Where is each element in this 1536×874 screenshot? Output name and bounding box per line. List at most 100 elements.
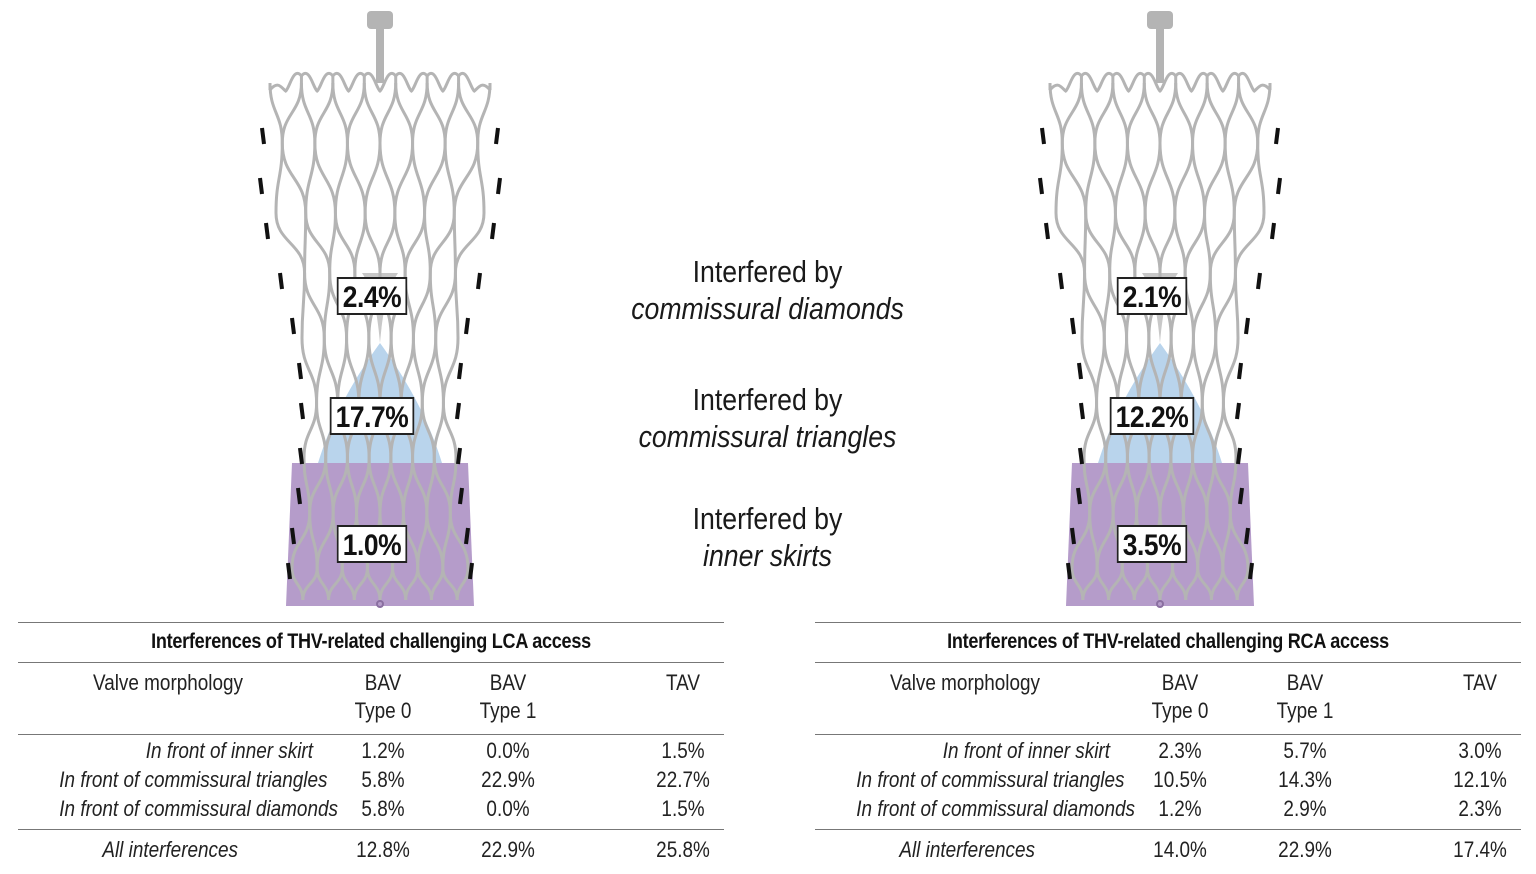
- strut: [304, 142, 317, 214]
- header-col-1: BAV Type 0: [1151, 670, 1209, 723]
- strut: [1095, 337, 1106, 404]
- total-value: 25.8%: [656, 837, 710, 862]
- outline-marker: [1236, 447, 1242, 465]
- table-header-rule: [18, 662, 724, 663]
- strut: [1179, 337, 1195, 404]
- strut: [333, 142, 349, 214]
- lca-table: Interferences of THV-related challenging…: [18, 622, 724, 866]
- strut: [441, 337, 460, 404]
- strut: [425, 457, 436, 514]
- strut: [423, 212, 432, 274]
- strut: [1214, 272, 1237, 339]
- header-valve-morphology: Valve morphology: [889, 670, 1041, 695]
- strut: [429, 567, 445, 601]
- row-label: In front of commissural triangles: [856, 767, 1125, 792]
- strut: [399, 337, 415, 404]
- strut: [300, 337, 319, 404]
- legend-skirts: Interfered by inner skirts: [623, 500, 911, 574]
- strut: [423, 142, 447, 214]
- outline-marker: [1274, 127, 1280, 145]
- row-value: 5.7%: [1283, 738, 1327, 763]
- table-total-rule: [18, 829, 724, 830]
- strut: [1158, 457, 1173, 514]
- legend-diamonds-term: commissural diamonds: [631, 291, 904, 326]
- row-value: 0.0%: [486, 796, 530, 821]
- outline-marker: [490, 222, 496, 240]
- strut: [1125, 82, 1146, 144]
- strut: [1133, 212, 1147, 274]
- strut: [378, 212, 397, 274]
- legend-triangles-prefix: Interfered by: [692, 382, 843, 417]
- crown-arch: [268, 72, 303, 93]
- strut: [1223, 82, 1241, 144]
- header-col-2: BAV Type 1: [1276, 670, 1334, 723]
- strut: [1111, 457, 1129, 514]
- strut: [1102, 337, 1120, 404]
- strut: [1113, 212, 1137, 274]
- strut: [1173, 142, 1195, 214]
- outline-marker: [1244, 317, 1250, 335]
- strut: [1208, 212, 1236, 274]
- strut: [1233, 272, 1240, 339]
- crown-arch: [1205, 72, 1240, 93]
- strut: [434, 272, 457, 339]
- strut: [1158, 212, 1177, 274]
- strut: [1200, 337, 1218, 404]
- lca-skirts-percent: 1.0%: [336, 525, 408, 563]
- strut: [1174, 82, 1195, 144]
- outline-marker: [468, 562, 474, 580]
- outline-marker: [1238, 487, 1244, 505]
- row-value: 0.0%: [486, 738, 530, 763]
- strut: [1079, 82, 1097, 144]
- bottom-eyelet: [376, 600, 384, 608]
- strut: [443, 142, 456, 214]
- strut: [1203, 142, 1227, 214]
- strut: [411, 142, 427, 214]
- strut: [1095, 402, 1108, 459]
- row-value: 10.5%: [1153, 767, 1207, 792]
- strut: [401, 457, 415, 514]
- total-value: 22.9%: [481, 837, 535, 862]
- outline-marker: [298, 447, 304, 465]
- crown-arch: [457, 72, 492, 93]
- lca-diamonds-percent: 2.4%: [336, 277, 408, 315]
- strut: [1212, 402, 1225, 459]
- strut: [420, 337, 438, 404]
- strut: [378, 142, 397, 214]
- strut: [331, 82, 349, 144]
- total-label: All interferences: [899, 837, 1035, 862]
- strut: [1191, 142, 1207, 214]
- lca-valve-diagram: 2.4% 17.7% 1.0%: [235, 8, 525, 608]
- strut: [357, 337, 371, 404]
- rca-triangles-percent: 12.2%: [1109, 397, 1195, 435]
- strut: [315, 337, 326, 404]
- outline-marker: [458, 487, 464, 505]
- legend-skirts-term: inner skirts: [703, 538, 832, 573]
- rca-valve-diagram: 2.1% 12.2% 3.5%: [1015, 8, 1305, 608]
- outline-marker: [286, 562, 292, 580]
- strut: [1223, 142, 1236, 214]
- strut: [363, 212, 382, 274]
- strut: [322, 337, 340, 404]
- crown-arch: [331, 72, 366, 93]
- row-label: In front of inner skirt: [145, 738, 313, 763]
- strut: [302, 402, 319, 459]
- strut: [274, 212, 307, 274]
- strut: [301, 567, 319, 601]
- strut: [353, 212, 367, 274]
- strut: [1221, 337, 1240, 404]
- strut: [1116, 337, 1129, 404]
- strut: [1191, 82, 1209, 144]
- outline-marker: [296, 487, 302, 505]
- row-value: 5.8%: [361, 796, 405, 821]
- legend-triangles: Interfered by commissural triangles: [623, 381, 911, 455]
- strut: [455, 567, 470, 601]
- strut: [434, 337, 445, 404]
- row-label: In front of commissural diamonds: [59, 796, 338, 821]
- row-value: 1.5%: [661, 738, 705, 763]
- outline-marker: [494, 127, 500, 145]
- strut: [378, 457, 393, 514]
- table-title: Interferences of THV-related challenging…: [151, 630, 591, 653]
- strut: [313, 142, 337, 214]
- strut: [1132, 567, 1149, 601]
